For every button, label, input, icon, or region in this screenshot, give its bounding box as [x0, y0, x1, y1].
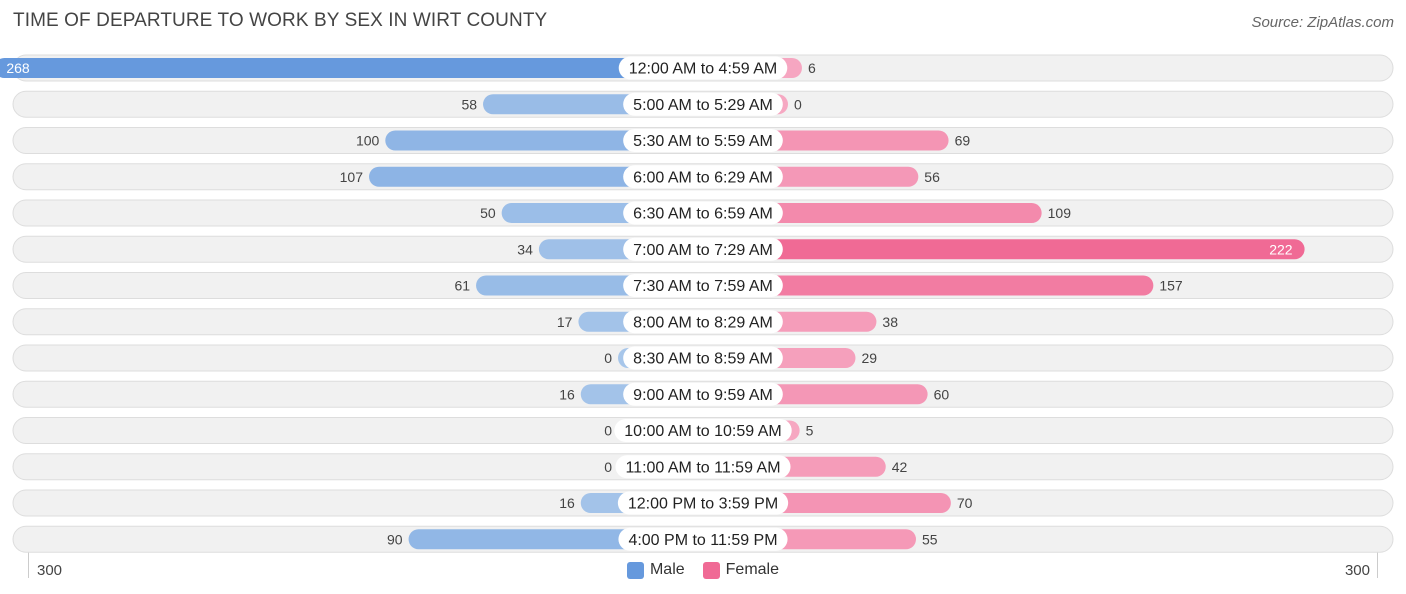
value-label-male: 90 [387, 531, 403, 547]
chart-row[interactable]: 12:00 AM to 4:59 AM 268 6 [0, 54, 1394, 82]
value-label-female: 222 [1269, 241, 1293, 257]
chart-row[interactable]: 5:30 AM to 5:59 AM 100 69 [12, 127, 1394, 154]
value-label-male: 268 [6, 60, 30, 76]
chart-row[interactable]: 8:30 AM to 8:59 AM 0 29 [12, 344, 1394, 372]
value-label-female: 55 [922, 531, 938, 547]
value-label-male: 100 [356, 133, 380, 149]
value-label-male: 107 [340, 169, 364, 185]
category-pill [623, 237, 783, 261]
value-label-male: 0 [604, 459, 612, 475]
category-label: 11:00 AM to 11:59 AM [625, 459, 780, 476]
chart-row[interactable]: 11:00 AM to 11:59 AM 0 42 [12, 453, 1394, 481]
legend-label-male: Male [649, 561, 685, 578]
value-label-female: 38 [882, 314, 898, 330]
bar-female[interactable] [703, 275, 1154, 296]
category-label: 8:30 AM to 8:59 AM [633, 351, 773, 368]
chart-row[interactable]: 7:30 AM to 7:59 AM 61 157 [12, 272, 1394, 299]
category-label: 5:00 AM to 5:29 AM [633, 97, 773, 114]
value-label-female: 69 [955, 133, 971, 149]
category-label: 7:30 AM to 7:59 AM [633, 278, 773, 295]
value-label-male: 34 [517, 241, 533, 257]
value-label-male: 61 [454, 278, 470, 294]
category-label: 6:30 AM to 6:59 AM [633, 206, 773, 223]
category-pill [623, 274, 783, 297]
value-label-female: 5 [806, 423, 814, 439]
value-label-female: 29 [861, 350, 877, 366]
category-label: 8:00 AM to 8:29 AM [633, 314, 773, 331]
value-label-male: 0 [604, 423, 612, 439]
category-pill [614, 419, 792, 442]
category-label: 12:00 AM to 4:59 AM [629, 61, 778, 78]
chart-row[interactable]: 10:00 AM to 10:59 AM 0 5 [12, 417, 1394, 444]
value-label-male: 50 [480, 205, 496, 221]
value-label-female: 70 [957, 495, 973, 511]
bar-male[interactable] [0, 58, 703, 78]
category-label: 9:00 AM to 9:59 AM [633, 387, 773, 404]
chart-row[interactable]: 7:00 AM to 7:29 AM 34 222 [12, 235, 1394, 263]
value-label-female: 56 [924, 169, 940, 185]
bar-male[interactable] [369, 166, 703, 187]
value-label-male: 16 [559, 495, 575, 511]
value-label-female: 60 [934, 386, 950, 402]
value-label-male: 0 [604, 350, 612, 366]
category-pill [618, 527, 788, 551]
chart-title: TIME OF DEPARTURE TO WORK BY SEX IN WIRT… [13, 10, 548, 31]
category-label: 7:00 AM to 7:29 AM [633, 242, 773, 259]
chart-row[interactable]: 9:00 AM to 9:59 AM 16 60 [12, 380, 1394, 408]
chart-row[interactable]: 6:30 AM to 6:59 AM 50 109 [12, 199, 1394, 227]
legend-swatch-female [702, 561, 720, 579]
value-label-female: 42 [892, 459, 908, 475]
bar-male[interactable] [385, 130, 703, 151]
value-label-male: 58 [461, 96, 477, 112]
chart-row[interactable]: 12:00 PM to 3:59 PM 16 70 [12, 489, 1394, 517]
category-pill [615, 455, 791, 479]
source-note: Source: ZipAtlas.com [1251, 14, 1394, 31]
category-label: 4:00 PM to 11:59 PM [628, 532, 777, 549]
category-pill [623, 129, 783, 152]
value-label-female: 0 [794, 96, 802, 112]
category-pill [623, 346, 783, 370]
value-label-male: 16 [559, 386, 575, 402]
category-label: 6:00 AM to 6:29 AM [633, 169, 773, 186]
category-pill [618, 56, 788, 80]
legend: Male Female [0, 561, 1406, 579]
legend-swatch-male [626, 561, 644, 579]
axis-left-label: 300 [37, 562, 63, 579]
legend-label-female: Female [725, 561, 780, 578]
chart-row[interactable]: 4:00 PM to 11:59 PM 90 55 [12, 525, 1394, 553]
category-pill [617, 491, 789, 515]
category-label: 10:00 AM to 10:59 AM [624, 423, 781, 440]
category-pill [623, 92, 783, 116]
category-pill [623, 165, 783, 189]
chart-row[interactable]: 6:00 AM to 6:29 AM 107 56 [12, 163, 1394, 191]
category-label: 12:00 PM to 3:59 PM [628, 496, 778, 513]
category-label: 5:30 AM to 5:59 AM [633, 133, 773, 150]
bar-female[interactable] [703, 239, 1305, 260]
legend-item-female[interactable]: Female [702, 561, 780, 579]
value-label-female: 109 [1048, 205, 1072, 221]
chart-row[interactable]: 8:00 AM to 8:29 AM 17 38 [12, 308, 1394, 336]
value-label-male: 17 [557, 314, 573, 330]
value-label-female: 157 [1159, 278, 1183, 294]
chart-row[interactable]: 5:00 AM to 5:29 AM 58 0 [12, 90, 1394, 118]
category-pill [623, 310, 783, 334]
axis-right-label: 300 [1344, 562, 1370, 579]
legend-item-male[interactable]: Male [626, 561, 685, 579]
category-pill [623, 201, 783, 225]
value-label-female: 6 [808, 60, 816, 76]
category-pill [623, 382, 783, 406]
bar-female[interactable] [703, 203, 1042, 223]
